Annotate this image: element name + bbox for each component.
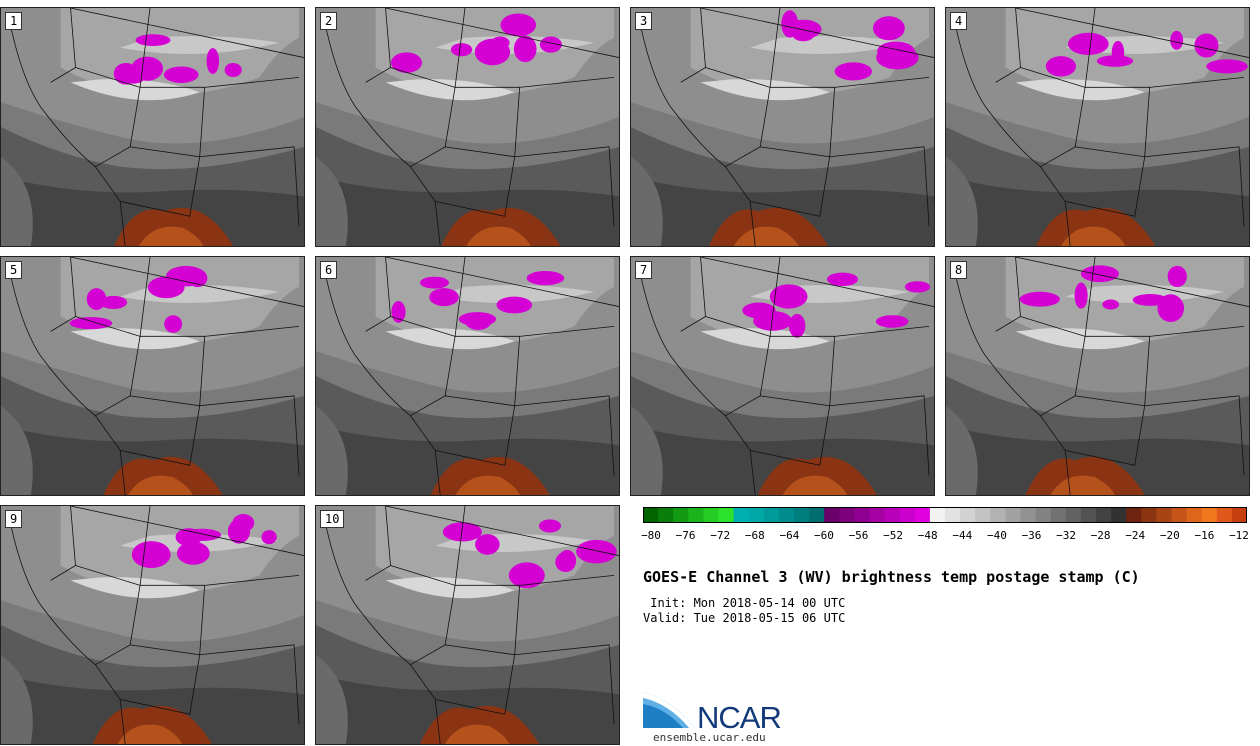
colorbar-tick-label: −20 [1159, 529, 1180, 542]
colorbar-bin [1111, 507, 1127, 523]
colorbar-tick-label: −16 [1194, 529, 1215, 542]
colorbar-bin [1096, 507, 1112, 523]
colorbar-bin [733, 507, 750, 523]
map-panel: 2 [315, 7, 620, 247]
colorbar-tick-label: −56 [848, 529, 869, 542]
colorbar-bin [839, 507, 855, 523]
colorbar-bin [1126, 507, 1142, 523]
colorbar-bin [1141, 507, 1157, 523]
map-panel: 6 [315, 256, 620, 496]
colorbar-bin [945, 507, 961, 523]
colorbar-tick-label: −48 [917, 529, 938, 542]
colorbar-bin [1035, 507, 1052, 523]
colorbar-bin [688, 507, 704, 523]
colorbar-bin [809, 507, 825, 523]
panel-label: 9 [5, 510, 23, 528]
colorbar-tick-label: −68 [744, 529, 765, 542]
colorbar-bin [673, 507, 689, 523]
colorbar-bin [869, 507, 886, 523]
colorbar-bin [1080, 507, 1097, 523]
colorbar-tick-label: −76 [675, 529, 696, 542]
colorbar-bin [778, 507, 795, 523]
map-panel: 10 [315, 505, 620, 745]
colorbar [643, 507, 1248, 523]
colorbar-bin [1050, 507, 1067, 523]
colorbar-tick-label: −32 [1056, 529, 1077, 542]
colorbar-bin [884, 507, 901, 523]
panel-label: 5 [5, 261, 23, 279]
colorbar-bin [899, 507, 916, 523]
map-panel: 3 [630, 7, 935, 247]
ncar-logo [643, 692, 695, 728]
colorbar-bin [643, 507, 659, 523]
map-panel: 5 [0, 256, 305, 496]
colorbar-tick-label: −52 [883, 529, 904, 542]
colorbar-bin [914, 507, 931, 523]
colorbar-bin [854, 507, 870, 523]
colorbar-tick-label: −64 [779, 529, 800, 542]
colorbar-tick-label: −80 [641, 529, 661, 542]
logo-text: NCAR [697, 700, 782, 735]
panel-label: 7 [635, 261, 653, 279]
colorbar-bin [1156, 507, 1172, 523]
colorbar-tick-label: −24 [1125, 529, 1146, 542]
valid-time: Valid: Tue 2018-05-15 06 UTC [643, 611, 846, 625]
colorbar-bin [1171, 507, 1188, 523]
colorbar-bin [990, 507, 1006, 523]
figure-title: GOES-E Channel 3 (WV) brightness temp po… [643, 568, 1140, 586]
map-panel: 1 [0, 7, 305, 247]
colorbar-bin [1065, 507, 1082, 523]
colorbar-bin [658, 507, 674, 523]
colorbar-tick-label: −40 [986, 529, 1007, 542]
colorbar-tick-label: −12 [1229, 529, 1249, 542]
colorbar-bin [929, 507, 946, 523]
colorbar-bin [975, 507, 991, 523]
panel-label: 1 [5, 12, 23, 30]
init-time: Init: Mon 2018-05-14 00 UTC [643, 596, 846, 610]
map-panel: 8 [945, 256, 1250, 496]
map-panel: 7 [630, 256, 935, 496]
colorbar-bin [748, 507, 765, 523]
map-panel: 9 [0, 505, 305, 745]
colorbar-bin [763, 507, 780, 523]
colorbar-bin [824, 507, 840, 523]
map-panel: 4 [945, 7, 1250, 247]
colorbar-tick-label: −36 [1021, 529, 1042, 542]
colorbar-bin [1005, 507, 1021, 523]
panel-label: 8 [950, 261, 968, 279]
colorbar-bin [1201, 507, 1218, 523]
panel-label: 10 [320, 510, 345, 528]
colorbar-tick-label: −72 [710, 529, 731, 542]
colorbar-bin [1186, 507, 1203, 523]
colorbar-tick-label: −44 [952, 529, 973, 542]
panel-label: 6 [320, 261, 338, 279]
colorbar-bin [703, 507, 719, 523]
colorbar-bin [794, 507, 810, 523]
colorbar-bin [1231, 507, 1248, 523]
panel-label: 2 [320, 12, 338, 30]
panel-label: 4 [950, 12, 968, 30]
colorbar-bin [1020, 507, 1037, 523]
colorbar-tick-label: −60 [813, 529, 834, 542]
logo-url: ensemble.ucar.edu [653, 731, 766, 744]
panel-label: 3 [635, 12, 653, 30]
colorbar-tick-label: −28 [1090, 529, 1111, 542]
colorbar-bin [1216, 507, 1233, 523]
colorbar-bin [718, 507, 735, 523]
colorbar-bin [960, 507, 976, 523]
